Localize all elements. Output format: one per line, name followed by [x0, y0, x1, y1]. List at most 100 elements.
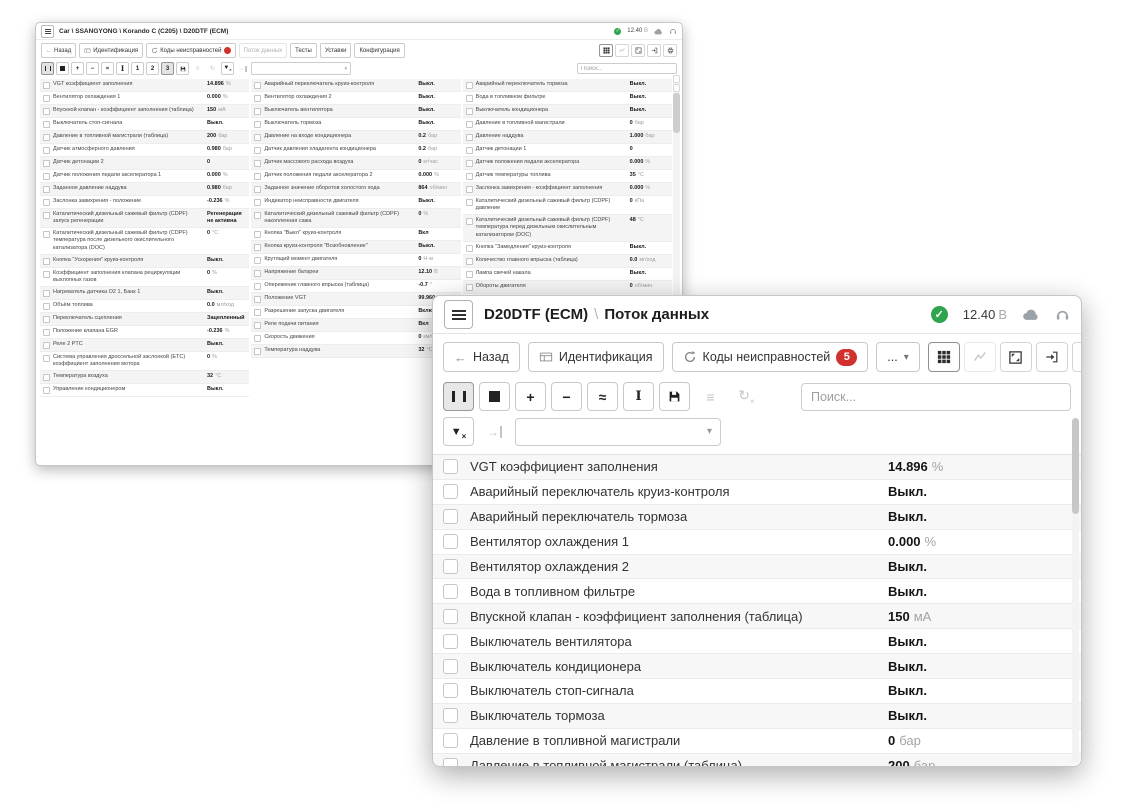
param-checkbox[interactable]: [465, 108, 473, 115]
param-row[interactable]: Лампа свечей накала Выкл.: [462, 267, 672, 281]
menu-button[interactable]: [444, 300, 473, 329]
param-checkbox[interactable]: [254, 160, 262, 167]
param-checkbox[interactable]: [43, 231, 50, 239]
param-checkbox[interactable]: [43, 328, 50, 336]
param-checkbox[interactable]: [465, 82, 473, 89]
stop-button[interactable]: [56, 62, 69, 75]
param-row[interactable]: Выключатель стоп-сигнала Выкл.: [40, 118, 250, 131]
param-row[interactable]: Заслонка завихрения - коэффициент заполн…: [462, 183, 672, 196]
param-row[interactable]: Выключатель вентилятора Выкл.: [433, 629, 1081, 655]
param-checkbox[interactable]: [254, 309, 262, 317]
param-row[interactable]: Объём топлива 0.0 мл/ход: [40, 299, 250, 313]
print-button[interactable]: [1071, 342, 1081, 372]
dtc-button[interactable]: Коды неисправностей: [146, 43, 236, 58]
param-row[interactable]: Датчик детонации 2 0: [40, 157, 250, 170]
param-row[interactable]: Аварийный переключатель круиз-контроля В…: [251, 79, 461, 92]
param-row[interactable]: Выключатель стоп-сигнала Выкл.: [433, 679, 1081, 704]
fit-screen-button[interactable]: [631, 44, 645, 57]
cloud-icon[interactable]: [1022, 308, 1040, 321]
param-checkbox[interactable]: [43, 95, 50, 102]
param-row[interactable]: Система управления дроссельной заслонкой…: [40, 351, 250, 372]
param-row[interactable]: Температура воздуха 32 °C: [40, 371, 250, 385]
apply-filter-button[interactable]: →: [236, 62, 249, 75]
remove-button[interactable]: −: [551, 382, 582, 411]
param-row[interactable]: Вентилятор охлаждения 1 0.000%: [433, 529, 1081, 555]
param-row[interactable]: Количество главного впрыска (таблица) 0.…: [462, 254, 672, 268]
param-checkbox[interactable]: [443, 459, 458, 475]
param-checkbox[interactable]: [43, 108, 50, 115]
dtc-button[interactable]: Коды неисправностей 5: [671, 342, 869, 372]
param-row[interactable]: Каталитический дизельный сажевый фильтр …: [40, 228, 250, 255]
param-row[interactable]: Скорость движения 0 км/ч: [251, 332, 461, 346]
param-checkbox[interactable]: [465, 270, 473, 278]
search-input[interactable]: [577, 63, 677, 74]
param-row[interactable]: Впускной клапан - коэффициент заполнения…: [40, 105, 250, 118]
param-checkbox[interactable]: [443, 484, 458, 500]
param-checkbox[interactable]: [443, 658, 458, 674]
scroll-page-button[interactable]: [673, 84, 680, 92]
param-row[interactable]: Выключатель тормоза Выкл.: [433, 703, 1081, 729]
grid-view-button[interactable]: [927, 342, 960, 372]
param-checkbox[interactable]: [43, 173, 50, 180]
param-checkbox[interactable]: [254, 134, 262, 141]
group-select[interactable]: ▾: [515, 417, 721, 446]
param-row[interactable]: Крутящий момент двигателя 0 Н·м: [251, 254, 461, 268]
param-checkbox[interactable]: [465, 160, 473, 167]
param-checkbox[interactable]: [465, 199, 473, 206]
param-row[interactable]: Впускной клапан - коэффициент заполнения…: [433, 604, 1081, 630]
save-button[interactable]: [176, 62, 189, 75]
param-checkbox[interactable]: [465, 95, 473, 102]
page-1-button[interactable]: 1: [131, 62, 144, 75]
param-checkbox[interactable]: [43, 82, 50, 89]
param-row[interactable]: Датчик массового расхода воздуха 0 кг/час: [251, 157, 461, 170]
param-row[interactable]: Вентилятор охлаждения 1 0.000%: [40, 92, 250, 105]
fit-screen-button[interactable]: [999, 342, 1032, 372]
remove-button[interactable]: −: [86, 62, 99, 75]
headphones-icon[interactable]: [669, 27, 677, 35]
list-view-button[interactable]: ≡: [191, 62, 204, 75]
param-checkbox[interactable]: [254, 257, 262, 265]
chart-view-button[interactable]: [963, 342, 996, 372]
stop-button[interactable]: [479, 382, 510, 411]
param-row[interactable]: Положение клапана EGR -0.236%: [40, 325, 250, 339]
group-select[interactable]: ▾: [251, 62, 351, 75]
param-checkbox[interactable]: [443, 583, 458, 599]
grid-view-button[interactable]: [599, 44, 613, 57]
param-checkbox[interactable]: [443, 509, 458, 525]
export-button[interactable]: [1035, 342, 1068, 372]
filter-clear-button[interactable]: ▼×: [221, 62, 234, 75]
param-row[interactable]: Индикатор неисправности двигателя Выкл.: [251, 196, 461, 209]
param-row[interactable]: Коэффициент заполнения клапана рециркуля…: [40, 267, 250, 287]
headphones-icon[interactable]: [1055, 307, 1070, 322]
param-row[interactable]: Опережение главного впрыска (таблица) -0…: [251, 280, 461, 294]
page-2-button[interactable]: 2: [146, 62, 159, 75]
export-button[interactable]: [647, 44, 661, 57]
param-row[interactable]: Давление в топливной магистрали (таблица…: [40, 131, 250, 144]
param-checkbox[interactable]: [443, 534, 458, 550]
param-row[interactable]: Каталитический дизельный сажевый фильтр …: [251, 209, 461, 229]
scroll-up-button[interactable]: [673, 75, 680, 83]
param-checkbox[interactable]: [443, 733, 458, 749]
param-checkbox[interactable]: [254, 270, 262, 278]
param-checkbox[interactable]: [43, 289, 50, 297]
param-checkbox[interactable]: [465, 147, 473, 154]
scrollbar-thumb[interactable]: [1072, 418, 1079, 514]
center-button[interactable]: I: [116, 62, 129, 75]
identification-button[interactable]: Идентификация: [79, 43, 144, 58]
param-row[interactable]: Кнопка "Замедления" круиз-контроля Выкл.: [462, 241, 672, 255]
add-button[interactable]: +: [515, 382, 546, 411]
search-input[interactable]: [801, 382, 1071, 411]
filter-clear-button[interactable]: ▼×: [443, 417, 474, 446]
param-row[interactable]: Напряжение батареи 12.10 В: [251, 267, 461, 281]
param-row[interactable]: Каталитический дизельный сажевый фильтр …: [462, 215, 672, 242]
back-button[interactable]: ← Назад: [41, 43, 77, 58]
graph-mode-button[interactable]: ≈: [587, 382, 618, 411]
add-button[interactable]: +: [71, 62, 84, 75]
clear-button[interactable]: ↻: [206, 62, 219, 75]
param-checkbox[interactable]: [254, 231, 262, 239]
param-row[interactable]: Датчик положения педали акселератора 1 0…: [40, 170, 250, 183]
param-row[interactable]: Выключатель вентилятора Выкл.: [251, 105, 461, 118]
param-row[interactable]: Датчик детонации 1 0: [462, 144, 672, 157]
param-row[interactable]: Давление на входе кондиционера 0.2 бар: [251, 131, 461, 144]
page-3-button[interactable]: 3: [161, 62, 174, 75]
